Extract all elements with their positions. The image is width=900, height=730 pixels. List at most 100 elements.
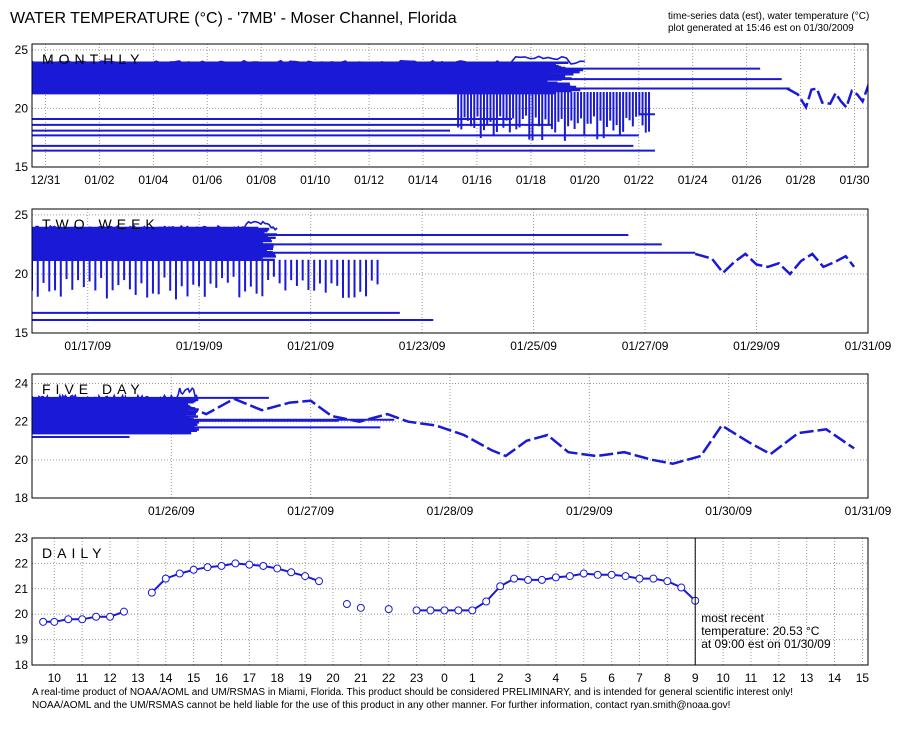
series-band-edge <box>32 55 585 66</box>
panel-label: DAILY <box>42 545 106 561</box>
most-recent-note: most recent <box>701 611 764 625</box>
panel-monthly: 12/31 01/02 01/04 01/06 01/08 01/10 01/12 01/14… <box>15 43 870 187</box>
x-tick-label: 01/23/09 <box>399 339 446 353</box>
plot-frame <box>31 43 869 168</box>
data-point <box>412 606 421 615</box>
data-point <box>356 603 365 612</box>
data-point <box>440 606 449 615</box>
x-tick-label: 01/08 <box>246 173 276 187</box>
x-tick-label: 23 <box>410 671 424 685</box>
x-tick-label: 15 <box>856 671 870 685</box>
y-tick-label: 25 <box>15 208 29 222</box>
data-point <box>384 605 393 614</box>
series-line <box>151 562 320 594</box>
panel-daily: 10 11 12 13 14 15 16 17 18 19 20 21 22 23 0 1 2 3 4 5 6 7 8 9 10… <box>15 531 870 685</box>
x-tick-label: 01/18 <box>516 173 546 187</box>
y-tick-label: 20 <box>15 607 29 621</box>
x-tick-label: 12 <box>772 671 786 685</box>
data-point <box>147 588 156 597</box>
x-tick-label: 01/19/09 <box>176 339 223 353</box>
x-tick-label: 11 <box>745 671 758 685</box>
data-point <box>203 563 212 572</box>
series-band-edge <box>32 220 278 232</box>
x-tick-label: 01/26/09 <box>148 504 195 518</box>
x-tick-label: 10 <box>48 671 62 685</box>
x-tick-label: 01/28 <box>786 173 816 187</box>
y-tick-label: 22 <box>15 556 29 570</box>
data-point <box>175 569 184 578</box>
data-point <box>231 559 240 568</box>
series-group <box>32 386 855 465</box>
data-point <box>217 561 226 570</box>
data-point <box>273 564 282 573</box>
x-tick-label: 14 <box>159 671 173 685</box>
data-point <box>496 582 505 591</box>
footer-line-2: NOAA/AOML and the UM/RSMAS cannot be hel… <box>32 700 731 711</box>
x-tick-label: 7 <box>636 671 643 685</box>
plot-frame <box>31 537 869 666</box>
data-point <box>161 574 170 583</box>
x-tick-label: 13 <box>131 671 145 685</box>
x-tick-label: 11 <box>76 671 89 685</box>
x-tick-label: 01/21/09 <box>287 339 334 353</box>
y-tick-label: 21 <box>15 582 29 596</box>
x-tick-label: 22 <box>382 671 396 685</box>
data-point <box>510 574 519 583</box>
series-group <box>39 559 700 626</box>
x-tick-label: 01/04 <box>138 173 168 187</box>
data-point <box>607 570 616 579</box>
y-tick-label: 20 <box>15 267 29 281</box>
x-tick-label: 01/27/09 <box>622 339 669 353</box>
data-point <box>39 617 48 626</box>
panel-two-week: 01/17/09 01/19/09 01/21/09 01/23/09 01/25/09… <box>15 208 892 353</box>
x-tick-label: 0 <box>441 671 448 685</box>
most-recent-note: at 09:00 est on 01/30/09 <box>701 637 831 651</box>
y-tick-label: 20 <box>15 453 29 467</box>
plot-frame <box>31 373 869 499</box>
x-tick-label: 01/26 <box>732 173 762 187</box>
x-tick-label: 01/25/09 <box>510 339 557 353</box>
y-tick-label: 22 <box>15 415 29 429</box>
series-group <box>32 220 856 322</box>
data-point <box>50 617 59 626</box>
data-point <box>64 615 73 624</box>
y-tick-label: 24 <box>15 377 29 391</box>
data-point <box>106 612 115 621</box>
data-point <box>78 615 87 624</box>
footer-disclaimer: A real-time product of NOAA/AOML and UM/… <box>32 686 793 712</box>
x-tick-label: 4 <box>553 671 560 685</box>
x-tick-label: 19 <box>298 671 312 685</box>
x-tick-label: 01/28/09 <box>427 504 474 518</box>
x-tick-label: 20 <box>326 671 340 685</box>
data-point <box>92 612 101 621</box>
x-tick-label: 01/31/09 <box>845 339 892 353</box>
footer-line-1: A real-time product of NOAA/AOML and UM/… <box>32 687 794 698</box>
x-tick-label: 8 <box>664 671 671 685</box>
plot-frame <box>31 208 869 334</box>
data-point <box>189 565 198 574</box>
data-point <box>245 560 254 569</box>
x-tick-label: 18 <box>271 671 285 685</box>
data-point <box>426 606 435 615</box>
data-point <box>301 572 310 581</box>
x-tick-label: 15 <box>187 671 201 685</box>
data-point <box>565 572 574 581</box>
x-tick-label: 14 <box>828 671 842 685</box>
x-tick-label: 16 <box>215 671 229 685</box>
series-recent-trace <box>786 82 868 111</box>
x-tick-label: 13 <box>800 671 814 685</box>
x-tick-label: 5 <box>580 671 587 685</box>
data-point <box>524 575 533 584</box>
x-tick-label: 01/02 <box>84 173 114 187</box>
x-tick-label: 17 <box>243 671 257 685</box>
y-tick-label: 15 <box>15 326 29 340</box>
panel-label: TWO WEEK <box>42 216 160 232</box>
x-tick-label: 01/31/09 <box>845 504 892 518</box>
y-tick-label: 15 <box>15 160 29 174</box>
most-recent-note: temperature: 20.53 °C <box>701 624 820 638</box>
data-point <box>635 574 644 583</box>
data-point <box>342 600 351 609</box>
data-point <box>663 577 672 586</box>
x-tick-label: 01/29/09 <box>566 504 613 518</box>
